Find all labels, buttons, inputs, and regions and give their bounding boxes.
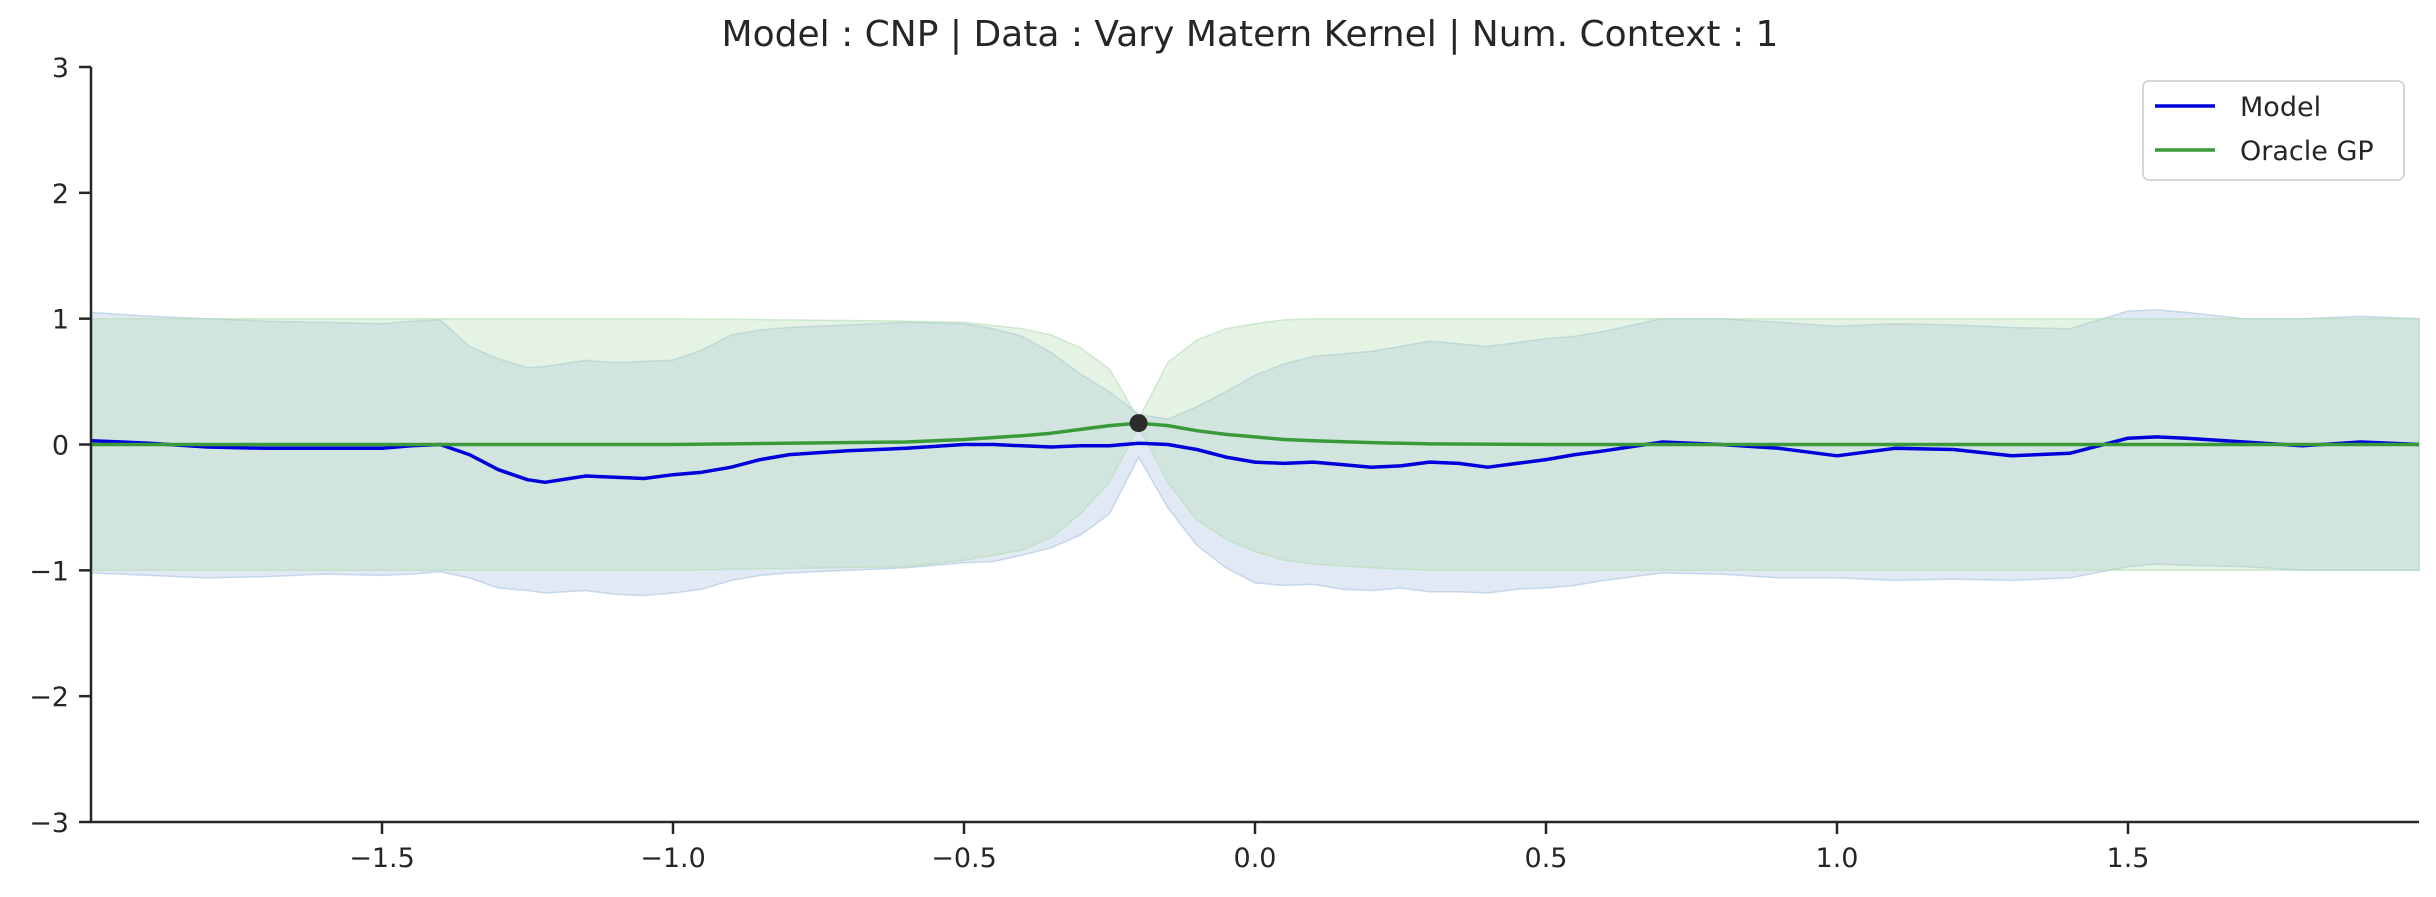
mean-lines: [90, 421, 2420, 485]
y-tick-label: −1: [29, 556, 69, 587]
legend: Model Oracle GP: [2142, 80, 2405, 181]
x-tick-label: −1.0: [640, 843, 706, 874]
context-points: [1129, 414, 1148, 433]
y-tick-label: 0: [52, 431, 69, 462]
line-oracle-gp: [91, 421, 2419, 447]
context-point: [1129, 414, 1148, 433]
y-tick-label: −2: [29, 682, 69, 713]
legend-label-model: Model: [2240, 92, 2321, 123]
x-tick-label: −0.5: [931, 843, 997, 874]
y-tick-label: 1: [52, 305, 69, 336]
x-tick-label: 1.5: [2107, 843, 2150, 874]
line-model: [90, 435, 2420, 485]
y-tick-label: −3: [29, 808, 69, 839]
x-ticks: −1.5 −1.0 −0.5 0.0 0.5 1.0 1.5: [349, 822, 2149, 874]
y-ticks: −3 −2 −1 0 1 2 3: [29, 53, 91, 839]
chart-title: Model : CNP | Data : Vary Matern Kernel …: [722, 14, 1779, 55]
band-oracle-gp: [90, 317, 2420, 572]
y-tick-label: 3: [52, 53, 69, 84]
x-tick-label: −1.5: [349, 843, 415, 874]
y-tick-label: 2: [52, 179, 69, 210]
x-tick-label: 0.0: [1234, 843, 1277, 874]
x-tick-label: 1.0: [1816, 843, 1859, 874]
uncertainty-bands: [90, 309, 2420, 597]
x-tick-label: 0.5: [1525, 843, 1568, 874]
legend-label-oracle-gp: Oracle GP: [2240, 136, 2374, 167]
